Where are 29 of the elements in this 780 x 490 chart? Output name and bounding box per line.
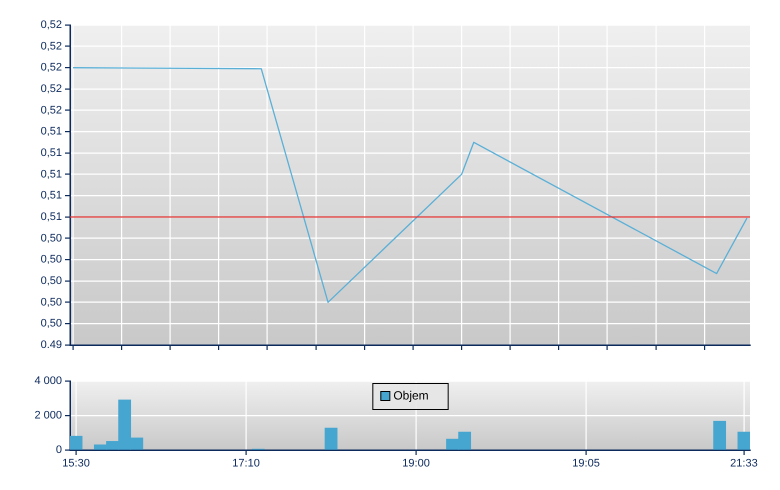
y-tick-label: 0,50	[40, 296, 62, 308]
y-tick-label: 0,51	[40, 126, 62, 138]
y-tick-label: 0,50	[40, 318, 62, 330]
x-tick-label: 19:05	[572, 458, 600, 470]
y-tick-label: 0,51	[40, 211, 62, 224]
y-tick-label: 0,50	[40, 232, 62, 244]
y-tick-label: 0,51	[40, 168, 62, 180]
y-tick-label: 2 000	[34, 410, 62, 422]
y-tick-label: 0,50	[40, 275, 62, 288]
y-tick-label: 0,52	[40, 104, 62, 116]
y-tick-label: 0.49	[40, 339, 62, 352]
x-tick-label: 15:30	[62, 458, 90, 470]
y-tick-label: 0,52	[40, 19, 62, 32]
y-tick-label: 0,51	[40, 147, 62, 160]
y-tick-label: 0	[56, 444, 62, 456]
bar	[713, 420, 726, 450]
y-tick-label: 0,50	[40, 254, 62, 266]
legend-label: Objem	[393, 388, 429, 402]
x-tick-label: 21:33	[730, 458, 758, 470]
bar	[324, 428, 338, 450]
x-tick-label: 19:00	[402, 458, 430, 470]
y-tick-label: 4 000	[34, 375, 62, 388]
bar	[738, 432, 750, 450]
y-tick-label: 0,52	[40, 83, 62, 96]
y-tick-label: 0,52	[40, 40, 62, 52]
bar	[70, 436, 82, 450]
x-tick-label: 17:10	[232, 458, 260, 470]
y-tick-label: 0,52	[40, 62, 62, 74]
y-tick-label: 0,51	[40, 190, 62, 202]
